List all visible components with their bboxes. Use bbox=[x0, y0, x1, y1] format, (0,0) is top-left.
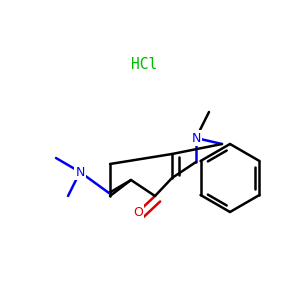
Text: N: N bbox=[75, 166, 85, 178]
Text: N: N bbox=[191, 131, 201, 145]
Text: O: O bbox=[133, 206, 143, 218]
Text: HCl: HCl bbox=[130, 57, 157, 72]
